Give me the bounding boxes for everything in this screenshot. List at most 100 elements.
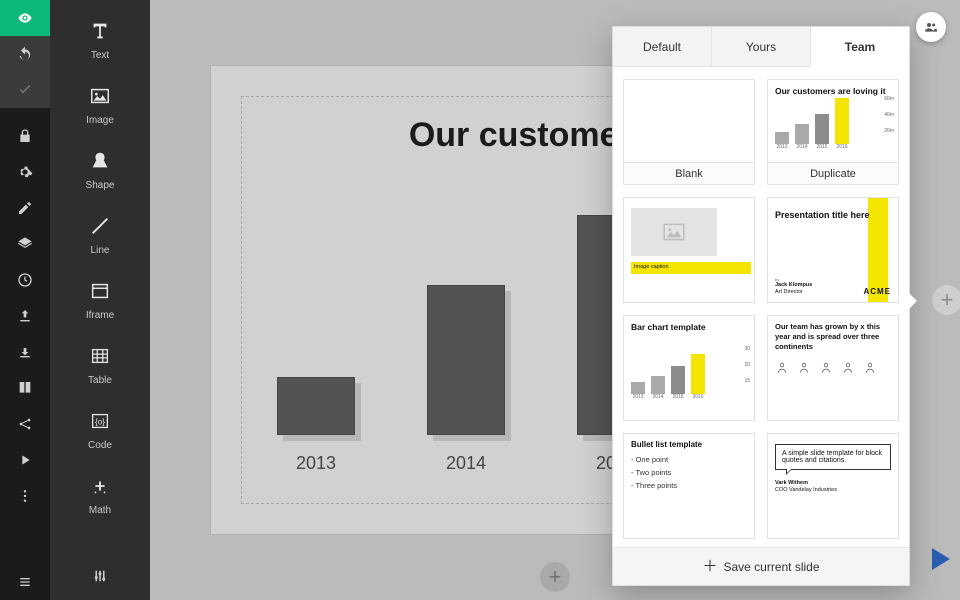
template-quote[interactable]: A simple slide template for block quotes… — [767, 433, 899, 539]
more-icon — [17, 488, 33, 504]
export-up-icon — [17, 308, 33, 324]
canvas-stage: Our customers are 201320142015 + + Defau… — [150, 0, 960, 600]
tool-line[interactable]: Line — [50, 207, 150, 266]
library-button[interactable] — [0, 370, 50, 406]
tab-team[interactable]: Team — [810, 27, 909, 67]
layers-button[interactable] — [0, 226, 50, 262]
collaborators-button[interactable] — [916, 12, 946, 42]
tool-label: Math — [89, 505, 111, 516]
templates-popover: Default Yours Team Blank Our customers a… — [612, 26, 910, 586]
line-icon — [89, 215, 111, 237]
tool-label: Line — [91, 245, 110, 256]
template-duplicate[interactable]: Our customers are loving it 201320142015… — [767, 79, 899, 185]
text-icon — [89, 20, 111, 42]
template-label: Blank — [624, 162, 754, 184]
tool-text[interactable]: Text — [50, 12, 150, 71]
template-preview: Presentation title here by Jack Klompus … — [768, 198, 898, 302]
tool-math[interactable]: Math — [50, 467, 150, 526]
save-slide-label: Save current slide — [723, 560, 819, 574]
tool-table[interactable]: Table — [50, 337, 150, 396]
mini-title: Bar chart template — [631, 322, 747, 332]
tool-code[interactable]: {o} Code — [50, 402, 150, 461]
bullet-list: - One point- Two points- Three points — [631, 454, 747, 492]
popover-caret — [908, 292, 917, 310]
template-preview: Bar chart template 2013201420152016 3020… — [624, 316, 754, 420]
template-bullets[interactable]: Bullet list template - One point- Two po… — [623, 433, 755, 539]
play-icon — [17, 452, 33, 468]
image-icon — [89, 85, 111, 107]
next-slide-arrow[interactable] — [932, 548, 950, 570]
pencil-icon — [17, 200, 33, 216]
layers-icon — [17, 236, 33, 252]
equalizer-button[interactable] — [50, 552, 150, 600]
hamburger-icon — [17, 574, 33, 590]
template-team[interactable]: Our team has grown by x this year and is… — [767, 315, 899, 421]
eye-icon — [17, 10, 33, 26]
add-slide-right-button[interactable]: + — [932, 285, 960, 315]
template-preview — [624, 80, 754, 162]
image-placeholder-icon — [631, 208, 717, 256]
template-preview: Image caption — [624, 198, 754, 302]
template-blank[interactable]: Blank — [623, 79, 755, 185]
quote-attribution: Vark Withem COO Vandelay Industries — [775, 480, 891, 494]
lock-button[interactable] — [0, 118, 50, 154]
draw-button[interactable] — [0, 190, 50, 226]
lock-icon — [17, 128, 33, 144]
book-icon — [17, 380, 33, 396]
preview-toggle-button[interactable] — [0, 0, 50, 36]
menu-button[interactable] — [0, 564, 50, 600]
iframe-icon — [89, 280, 111, 302]
history-button[interactable] — [0, 262, 50, 298]
table-icon — [89, 345, 111, 367]
settings-button[interactable] — [0, 154, 50, 190]
templates-grid: Blank Our customers are loving it 201320… — [613, 67, 909, 547]
shape-icon — [89, 150, 111, 172]
tool-label: Code — [88, 440, 112, 451]
tool-iframe[interactable]: Iframe — [50, 272, 150, 331]
template-preview: A simple slide template for block quotes… — [768, 434, 898, 538]
tab-default[interactable]: Default — [613, 27, 711, 67]
tool-label: Image — [86, 115, 114, 126]
tab-yours[interactable]: Yours — [711, 27, 810, 67]
author-block: by Jack Klompus Art Director — [775, 277, 812, 296]
present-button[interactable] — [0, 442, 50, 478]
template-bar-chart[interactable]: Bar chart template 2013201420152016 3020… — [623, 315, 755, 421]
import-button[interactable] — [0, 334, 50, 370]
undo-button[interactable] — [0, 36, 50, 72]
person-icon — [819, 361, 833, 375]
templates-tabs: Default Yours Team — [613, 27, 909, 67]
author-role: Art Director — [775, 289, 803, 295]
mini-title: Our customers are loving it — [775, 86, 891, 96]
share-button[interactable] — [0, 406, 50, 442]
tool-label: Table — [88, 375, 112, 386]
template-title-acme[interactable]: Presentation title here by Jack Klompus … — [767, 197, 899, 303]
person-icon — [775, 361, 789, 375]
people-row — [775, 361, 891, 375]
sliders-icon — [91, 567, 109, 585]
svg-text:{o}: {o} — [95, 418, 105, 427]
team-text: Our team has grown by x this year and is… — [775, 322, 891, 351]
template-preview: Our customers are loving it 201320142015… — [768, 80, 898, 162]
template-preview: Bullet list template - One point- Two po… — [624, 434, 754, 538]
tool-shape[interactable]: Shape — [50, 142, 150, 201]
code-icon: {o} — [89, 410, 111, 432]
export-button[interactable] — [0, 298, 50, 334]
save-current-slide-button[interactable]: ＋ Save current slide — [613, 547, 909, 585]
template-label: Duplicate — [768, 162, 898, 184]
template-image-caption[interactable]: Image caption — [623, 197, 755, 303]
tool-image[interactable]: Image — [50, 77, 150, 136]
quote-bubble: A simple slide template for block quotes… — [775, 444, 891, 470]
plus-icon: + — [941, 287, 954, 313]
attr-role: COO Vandelay Industries — [775, 487, 837, 493]
tool-label: Shape — [86, 180, 115, 191]
person-icon — [797, 361, 811, 375]
confirm-button[interactable] — [0, 72, 50, 108]
clock-icon — [17, 272, 33, 288]
person-icon — [863, 361, 877, 375]
mini-title: Bullet list template — [631, 440, 747, 449]
gear-icon — [17, 164, 33, 180]
tool-label: Iframe — [86, 310, 114, 321]
more-button[interactable] — [0, 478, 50, 514]
export-down-icon — [17, 344, 33, 360]
people-icon — [923, 19, 939, 35]
